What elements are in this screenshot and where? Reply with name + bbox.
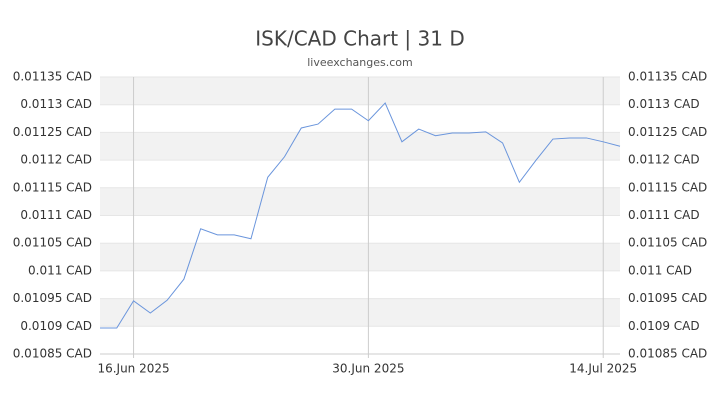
y2-tick-label: 0.01135 CAD (628, 70, 707, 84)
grid-band (100, 187, 620, 216)
y2-tick-label: 0.01115 CAD (628, 180, 707, 194)
y-tick-label: 0.0112 CAD (20, 153, 92, 167)
y2-tick-label: 0.0109 CAD (628, 319, 700, 333)
y2-tick-label: 0.01085 CAD (628, 347, 707, 361)
y2-tick-label: 0.011 CAD (628, 263, 692, 277)
y-tick-label: 0.01095 CAD (13, 291, 92, 305)
y-tick-label: 0.01105 CAD (13, 236, 92, 250)
x-tick-label: 14.Jul 2025 (569, 362, 637, 376)
y2-tick-label: 0.0112 CAD (628, 153, 700, 167)
y-tick-label: 0.01085 CAD (13, 347, 92, 361)
chart-subtitle: liveexchanges.com (307, 56, 412, 69)
grid-band (100, 243, 620, 271)
y-tick-label: 0.0113 CAD (20, 97, 92, 111)
y-tick-label: 0.0109 CAD (20, 319, 92, 333)
grid-band (100, 298, 620, 327)
y2-tick-label: 0.0111 CAD (628, 208, 700, 222)
x-tick-label: 16.Jun 2025 (97, 362, 169, 376)
grid-band (100, 132, 620, 161)
y2-tick-label: 0.0113 CAD (628, 97, 700, 111)
y2-tick-label: 0.01095 CAD (628, 291, 707, 305)
y-tick-label: 0.01125 CAD (13, 125, 92, 139)
line-series (100, 102, 621, 329)
y2-tick-label: 0.01105 CAD (628, 236, 707, 250)
y2-tick-label: 0.01125 CAD (628, 125, 707, 139)
y-tick-label: 0.01115 CAD (13, 180, 92, 194)
y-tick-label: 0.0111 CAD (20, 208, 92, 222)
grid-band (100, 77, 620, 105)
x-tick-label: 30.Jun 2025 (332, 362, 404, 376)
chart-title: ISK/CAD Chart | 31 D (255, 27, 464, 51)
y-tick-label: 0.01135 CAD (13, 70, 92, 84)
y-tick-label: 0.011 CAD (28, 263, 92, 277)
